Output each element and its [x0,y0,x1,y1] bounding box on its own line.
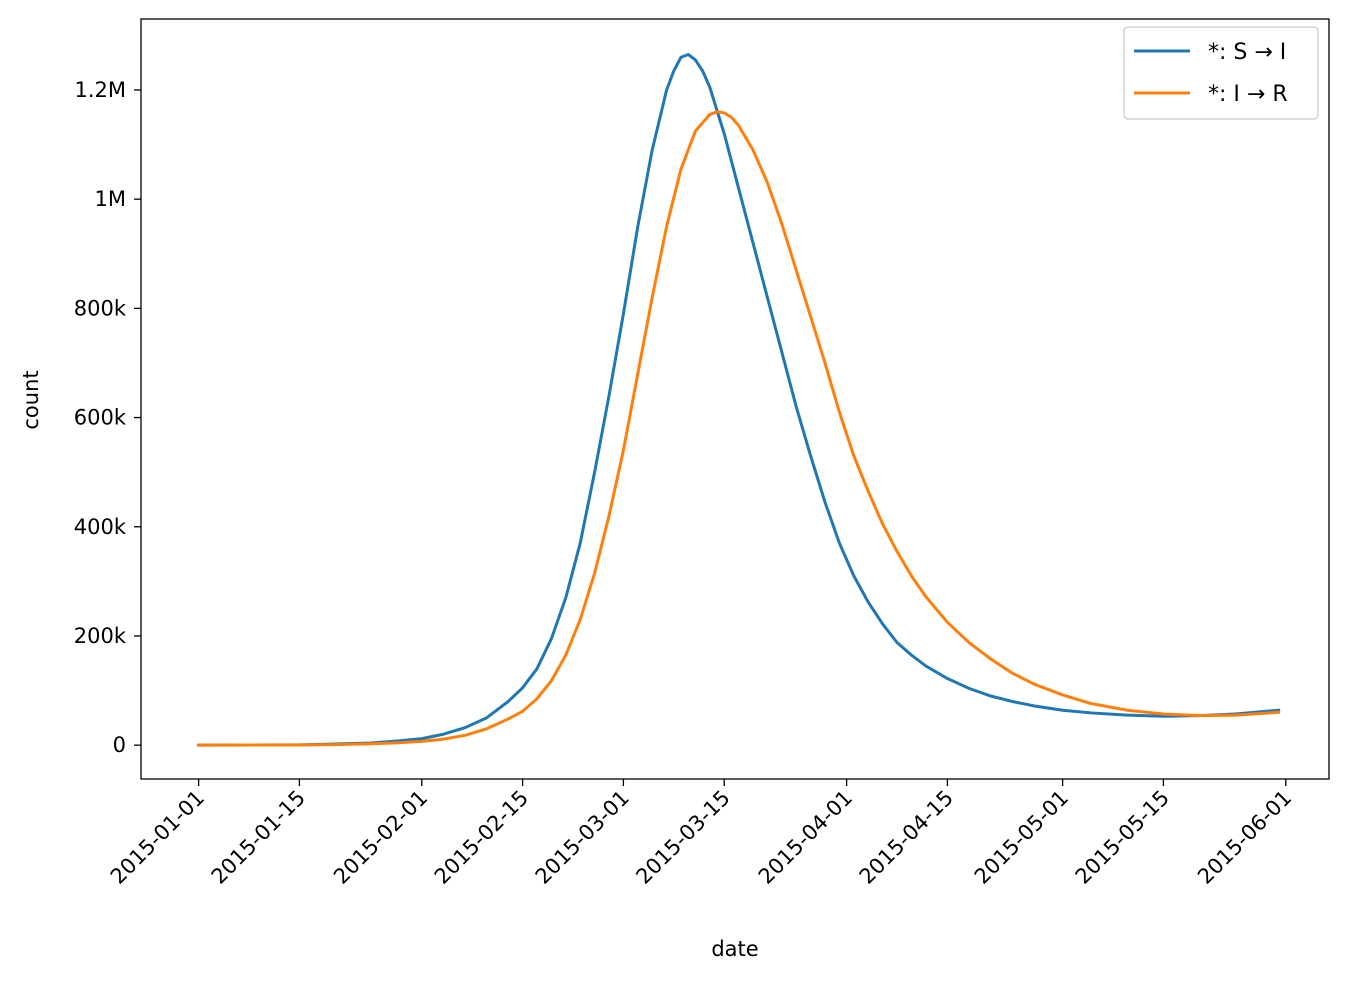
legend-label-s-to-i: *: S → I [1208,40,1286,65]
legend[interactable]: *: S → I *: I → R [1123,26,1319,120]
y-tick-label: 1M [95,187,126,211]
x-axis-label: date [711,937,758,961]
y-axis-label: count [19,370,43,429]
y-tick-label: 0 [113,733,126,757]
legend-label-i-to-r: *: I → R [1208,82,1288,107]
y-axis: 0 200k 400k 600k 800k 1M 1.2M [74,78,141,757]
series-layer [197,52,1281,747]
plot-frame [140,18,1330,780]
series-line-1 [197,110,1281,747]
y-tick-label: 600k [74,406,127,430]
y-tick-label: 1.2M [74,78,126,102]
y-tick-label: 200k [74,624,127,648]
y-tick-label: 400k [74,515,127,539]
y-tick-label: 800k [74,296,127,320]
